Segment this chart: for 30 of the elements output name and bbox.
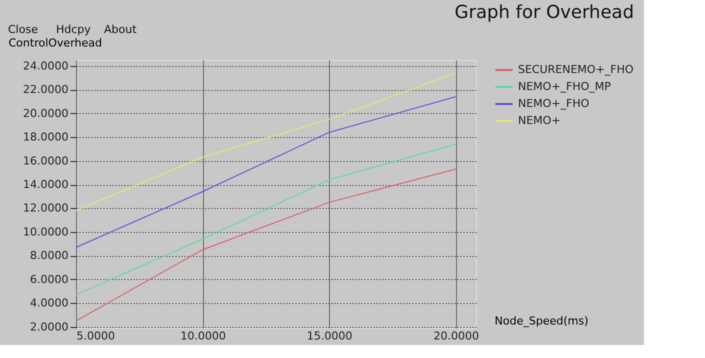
y-tick-label: 22.0000 [23, 83, 68, 96]
text: Hdcpy [56, 23, 92, 36]
line-series [76, 144, 456, 296]
y-tick-label: 8.0000 [30, 249, 68, 262]
legend-label: NEMO+ [518, 114, 561, 127]
y-tick-label: 24.0000 [23, 59, 68, 72]
x-tick-label: 10.0000 [180, 330, 226, 342]
y-tick-label: 16.0000 [23, 154, 68, 168]
y-axis-title: ControlOverhead [8, 36, 102, 50]
line-series [76, 168, 456, 322]
text: Graph for Overhead [454, 2, 634, 23]
legend-label: NEMO+_FHO_MP [518, 80, 612, 93]
x-tick-label: 15.0000 [306, 330, 352, 342]
y-tick-label: 2.0000 [30, 320, 68, 334]
x-tick-label: 20.0000 [433, 330, 479, 342]
y-tick-label: 6.0000 [30, 272, 68, 286]
y-tick-label: 12.0000 [23, 202, 68, 215]
y-tick-label: 18.0000 [23, 130, 68, 144]
legend-label: SECURENEMO+_FHO [518, 63, 634, 76]
y-tick-label: 14.0000 [23, 178, 68, 192]
y-tick-label: 10.0000 [23, 225, 68, 238]
text: About [104, 23, 138, 36]
line-series [76, 72, 456, 212]
x-tick-label: 5.0000 [76, 330, 115, 342]
y-tick-label: 20.0000 [23, 106, 68, 120]
legend-label: NEMO+_FHO [518, 97, 590, 110]
x-axis-title: Node_Speed(ms) [494, 314, 588, 328]
y-tick-label: 4.0000 [30, 296, 68, 310]
line-series [76, 96, 456, 248]
text: Close [8, 23, 38, 36]
